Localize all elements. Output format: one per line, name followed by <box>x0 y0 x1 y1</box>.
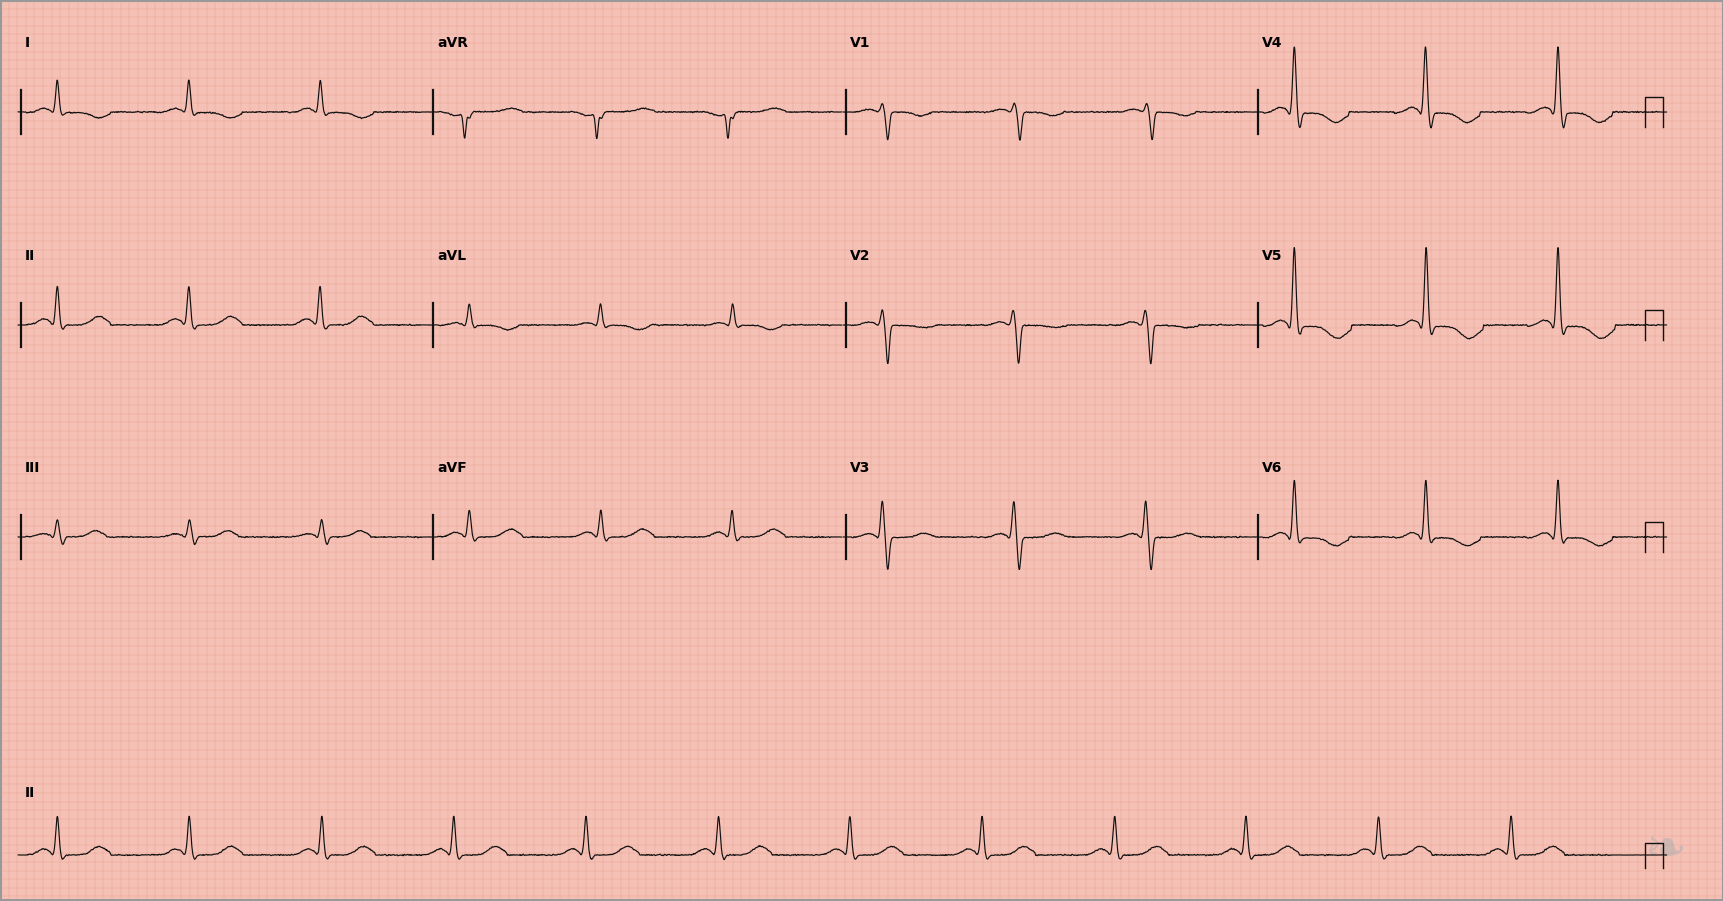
Text: V1: V1 <box>849 36 870 50</box>
Text: aVR: aVR <box>436 36 467 50</box>
Text: V6: V6 <box>1261 461 1282 475</box>
Text: III: III <box>26 461 40 475</box>
Text: aVL: aVL <box>436 249 465 263</box>
Text: ❧: ❧ <box>1644 826 1685 874</box>
Text: V5: V5 <box>1261 249 1282 263</box>
Text: I: I <box>26 36 29 50</box>
Text: II: II <box>26 249 34 263</box>
Text: aVF: aVF <box>436 461 467 475</box>
Text: II: II <box>26 786 34 800</box>
Text: V3: V3 <box>849 461 870 475</box>
Text: V2: V2 <box>849 249 870 263</box>
Text: V4: V4 <box>1261 36 1282 50</box>
